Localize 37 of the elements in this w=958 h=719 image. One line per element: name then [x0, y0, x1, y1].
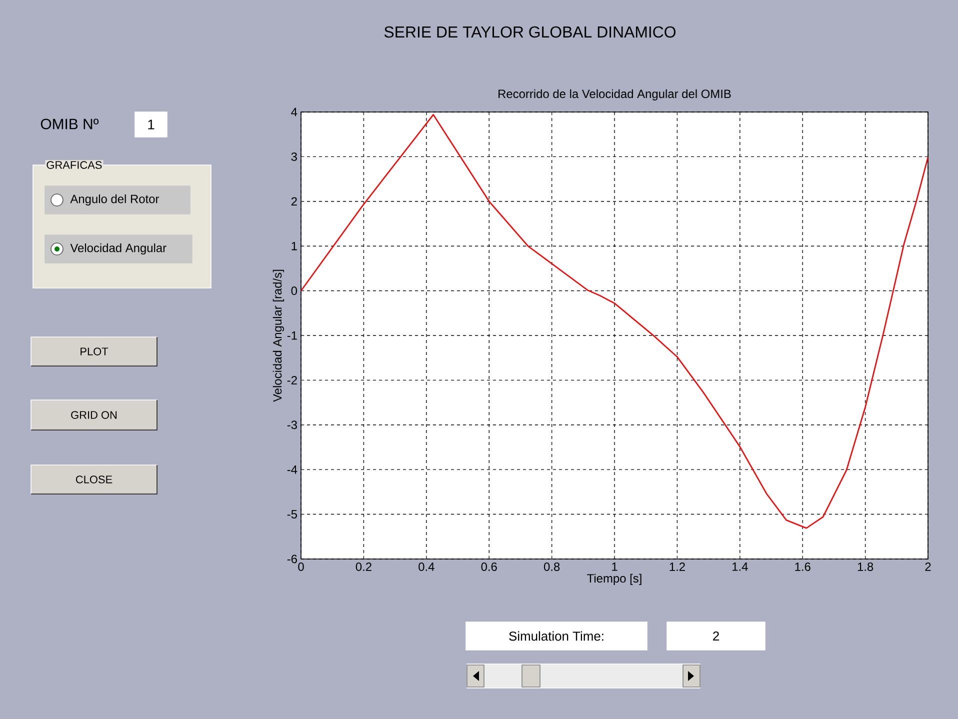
y-tick-label: 1 [292, 242, 297, 250]
x-tick-label: 0.4 [418, 562, 434, 571]
y-tick-label: 2 [291, 197, 297, 206]
text: PLOT [80, 348, 108, 356]
text: Simulation Time: [509, 631, 604, 641]
x-tick-label: 0.2 [356, 562, 372, 571]
y-tick-label: -2 [287, 376, 297, 384]
y-tick-label: -6 [287, 554, 297, 564]
text: Velocidad Angular [70, 243, 166, 255]
x-tick-label: 1.8 [858, 562, 874, 571]
y-tick-label: 3 [291, 152, 297, 161]
x-tick-label: 0.6 [481, 562, 497, 571]
x-tick-label: 1.6 [795, 562, 810, 571]
y-tick-label: -1 [287, 331, 297, 340]
x-tick-label: 1.2 [670, 562, 685, 571]
text: 1 [148, 120, 154, 130]
x-tick-label: 2 [925, 562, 931, 571]
text: SERIE DE TAYLOR GLOBAL DINAMICO [384, 26, 676, 38]
y-tick-label: -3 [287, 420, 297, 430]
line-series [301, 114, 928, 529]
text: Angulo del Rotor [70, 194, 160, 206]
x-tick-label: 1 [612, 562, 618, 571]
text: CLOSE [76, 476, 112, 484]
text: GRID ON [71, 411, 117, 419]
text: GRAFICAS [46, 161, 102, 169]
y-axis-title: Velocidad Angular [rad/s] [272, 270, 284, 402]
text: 2 [713, 631, 719, 641]
x-axis-title: Tiempo [s] [587, 574, 642, 585]
chart-title: Recorrido de la Velocidad Angular del OMIB [498, 89, 731, 100]
x-tick-label: 0.8 [544, 562, 560, 571]
x-tick-label: 0 [298, 562, 304, 571]
x-tick-label: 1.4 [732, 562, 748, 571]
text: OMIB Nº [40, 118, 99, 130]
y-tick-label: 4 [291, 108, 298, 116]
y-tick-label: 0 [291, 286, 298, 296]
y-tick-label: -5 [287, 510, 297, 518]
y-tick-label: -4 [287, 465, 298, 474]
